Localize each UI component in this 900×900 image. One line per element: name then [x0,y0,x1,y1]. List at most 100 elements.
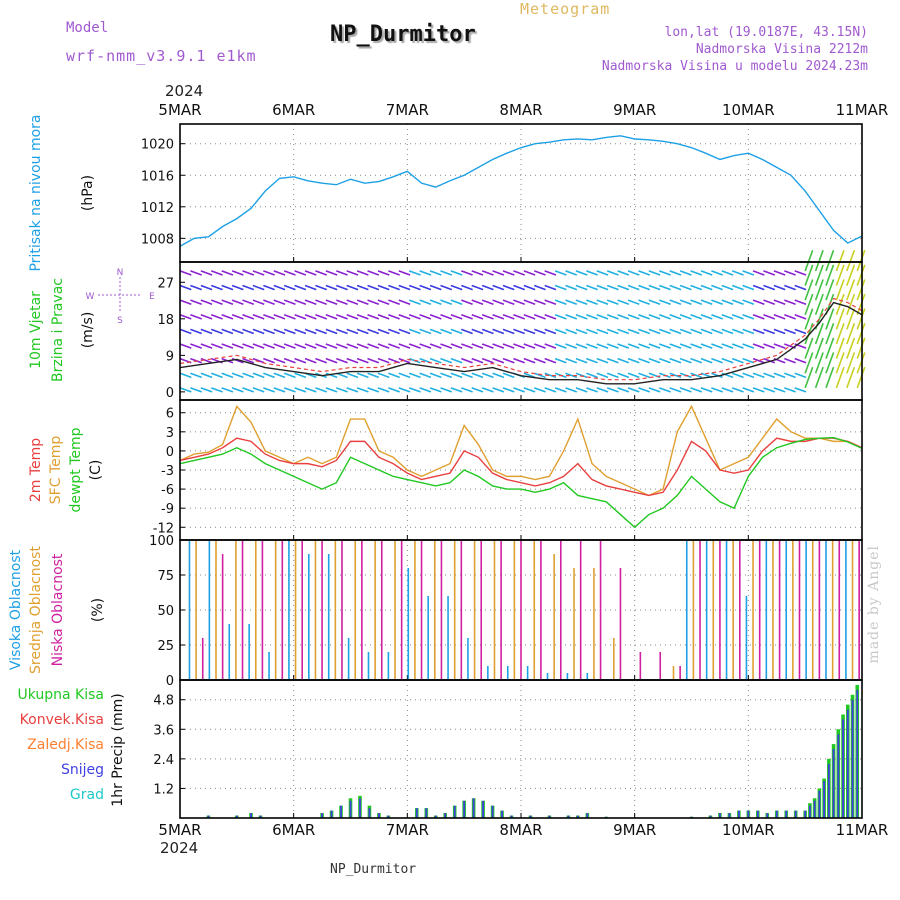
wind-barb [325,343,338,349]
precip-bar-snow [321,813,323,818]
wind-barb [846,366,856,389]
wind-barb [377,299,390,306]
wind-barb [221,284,234,291]
wind-barb [784,357,796,364]
temp-axis-unit: (C) [88,460,104,481]
wind-barb [502,284,515,291]
wind-barb [283,387,296,393]
wind-barb [419,314,432,320]
wind-barb [440,270,453,276]
wind-barb [502,270,515,276]
wind-barb [283,270,296,276]
wind-barb [617,328,630,335]
wind-barb [356,372,369,379]
wind-barb [752,387,765,393]
wind-barb [846,264,856,286]
wind-barb [752,328,765,335]
wind-barb [659,314,671,320]
wind-compass-icon [98,277,142,313]
precip-bar-snow [472,798,475,818]
wind-barb [856,366,866,389]
wind-barb [596,328,609,335]
wind-barb [461,387,473,393]
wind-barb [325,299,338,306]
wind-barb [242,284,255,291]
precip-bar-snow [794,810,797,818]
wind-barb [304,299,317,306]
wind-barb [627,270,640,276]
wind-barb [492,387,505,393]
wind-barb [429,328,442,335]
precip-bar-snow [434,815,437,818]
wind-barb [471,284,484,291]
wind-barb [367,357,380,364]
wind-barb [419,284,432,291]
wind-barb [283,372,296,379]
wind-barb [263,284,275,291]
wind-barb [502,372,515,379]
wind-barb [190,328,202,335]
wind-barb [596,270,609,276]
wind-barb [835,279,845,301]
wind-barb [690,357,703,364]
wind-barb [450,328,463,335]
wind-barb [481,270,494,276]
wind-barb [825,264,835,286]
wind-barb [700,314,713,320]
wind-barb [492,299,505,306]
wind-barb [856,352,866,374]
wind-barb [252,328,265,335]
wind-barb [367,314,380,320]
wind-barb [711,314,723,320]
precip-bar-snow [250,813,252,818]
wind-barb [419,299,432,306]
wind-barb [638,343,651,349]
wind-barb [283,284,296,291]
wind-barb [231,387,244,393]
wind-barb [731,270,744,276]
wind-barb [336,314,348,320]
wind-barb [273,357,286,364]
wind-barb [346,387,359,393]
wind-barb [784,387,796,393]
precip-bar-snow [330,810,333,818]
wind-barb [294,387,307,393]
wind-barb [575,314,588,320]
wind-barb [315,387,328,393]
precip-bar-snow [846,709,849,818]
wind-barb [659,270,671,276]
wind-barb [492,314,505,320]
wind-barb [679,314,692,320]
page-title: NP_Durmitor [330,22,476,47]
wind-barb [481,343,494,349]
wind-barb [752,343,765,349]
y-tick-label: -3 [161,464,174,479]
wind-barb [231,343,244,349]
wind-barb [773,387,786,393]
wind-barb [804,279,814,301]
y-tick-label: 100 [149,534,174,549]
wind-barb [554,387,567,393]
wind-barb [377,284,390,291]
wind-barb [617,357,630,364]
wind-barb [523,357,536,364]
precip-bar-snow [425,808,428,818]
wind-barb [575,328,588,335]
wind-barb [336,343,348,349]
wind-barb [773,328,786,335]
y-tick-label: 3 [166,426,174,441]
wind-barb [356,314,369,320]
wind-barb [336,357,348,364]
wind-barb [575,343,588,349]
wind-barb [856,293,866,316]
wind-barb [638,270,651,276]
precip-bar-snow [856,689,859,818]
wind-barb [648,284,661,291]
wind-barb [190,343,202,349]
pressure-axis-unit: (hPa) [80,175,96,211]
precip-bar-snow [756,810,759,818]
panel-frame-precip [179,679,863,819]
precip-bar-snow [529,815,532,818]
x-tick-label-top: 9MAR [613,101,656,119]
